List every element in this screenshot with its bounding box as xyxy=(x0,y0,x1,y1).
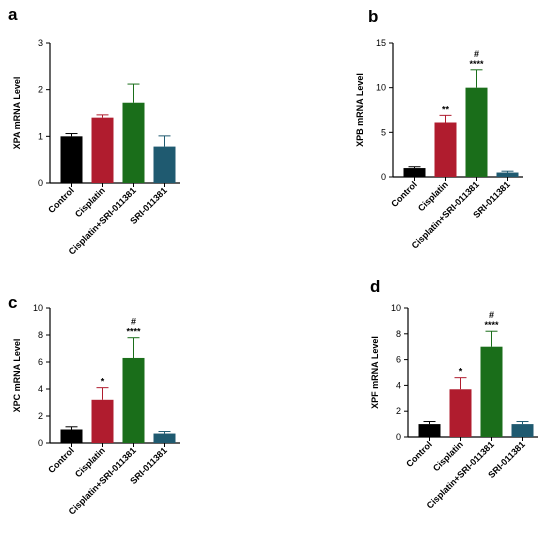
significance-label: * xyxy=(101,377,105,387)
y-tick-label: 10 xyxy=(391,303,401,313)
y-tick-label: 0 xyxy=(38,438,43,448)
y-tick-label: 5 xyxy=(381,127,386,137)
bar xyxy=(122,102,145,183)
y-tick-label: 4 xyxy=(396,380,401,390)
y-tick-label: 2 xyxy=(396,406,401,416)
bar xyxy=(60,136,83,183)
bar xyxy=(434,122,457,177)
panel-label: c xyxy=(8,293,17,312)
panel-label: d xyxy=(370,277,380,296)
y-tick-label: 6 xyxy=(38,357,43,367)
bar xyxy=(511,424,534,437)
bar xyxy=(60,429,83,443)
y-axis-label: XPB mRNA Level xyxy=(355,73,365,147)
bar xyxy=(480,346,503,437)
y-tick-label: 1 xyxy=(38,131,43,141)
bar xyxy=(403,168,426,177)
y-tick-label: 8 xyxy=(38,330,43,340)
x-tick-label: Control xyxy=(46,185,76,215)
y-tick-label: 2 xyxy=(38,85,43,95)
y-tick-label: 2 xyxy=(38,411,43,421)
significance-label: **** xyxy=(484,320,499,330)
bar xyxy=(91,117,114,183)
x-tick-label: Control xyxy=(389,179,419,209)
significance-label: **** xyxy=(126,327,141,337)
significance-label: # xyxy=(474,49,479,59)
significance-label: * xyxy=(459,367,463,377)
bar xyxy=(465,87,488,177)
panel-label: b xyxy=(368,7,378,26)
y-tick-label: 10 xyxy=(33,303,43,313)
y-tick-label: 6 xyxy=(396,355,401,365)
y-tick-label: 10 xyxy=(376,83,386,93)
bar xyxy=(153,433,176,443)
y-tick-label: 0 xyxy=(381,172,386,182)
significance-label: ** xyxy=(442,104,450,114)
y-tick-label: 0 xyxy=(38,178,43,188)
bar xyxy=(418,424,441,437)
y-tick-label: 15 xyxy=(376,38,386,48)
y-tick-label: 8 xyxy=(396,329,401,339)
y-tick-label: 0 xyxy=(396,432,401,442)
y-tick-label: 4 xyxy=(38,384,43,394)
y-axis-label: XPA mRNA Level xyxy=(12,77,22,150)
x-tick-label: Control xyxy=(46,445,76,475)
bar xyxy=(91,399,114,443)
panel-label: a xyxy=(8,5,18,24)
bar xyxy=(496,172,519,177)
significance-label: **** xyxy=(469,59,484,69)
significance-label: # xyxy=(131,317,136,327)
y-tick-label: 3 xyxy=(38,38,43,48)
significance-label: # xyxy=(489,310,494,320)
bar xyxy=(449,389,472,437)
bar xyxy=(153,146,176,183)
x-tick-label: Control xyxy=(404,439,434,469)
y-axis-label: XPC mRNA Level xyxy=(12,339,22,413)
y-axis-label: XPF mRNA Level xyxy=(370,336,380,409)
bar xyxy=(122,357,145,443)
